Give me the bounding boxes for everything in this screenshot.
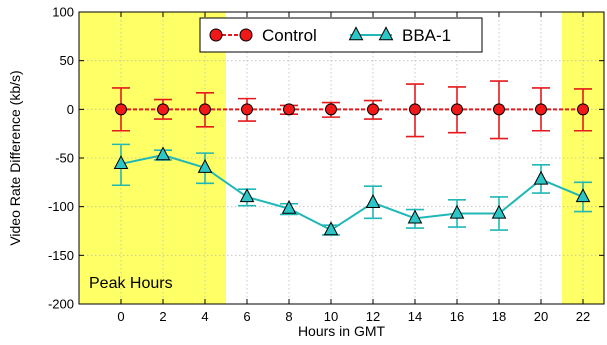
data-point [367,103,379,116]
y-tick-label: -100 [48,199,74,214]
x-tick-label: 6 [243,309,250,324]
x-tick-label: 0 [117,309,124,324]
y-tick-label: 0 [67,102,74,117]
legend-label: Control [262,26,317,45]
data-point [365,194,381,208]
y-axis-label: Video Rate Difference (kb/s) [7,70,23,245]
data-point [575,188,591,203]
data-point [451,103,463,116]
x-tick-label: 20 [534,309,548,324]
x-tick-label: 12 [366,309,380,324]
x-tick-label: 14 [408,309,422,324]
x-tick-label: 8 [285,309,292,324]
y-tick-label: -200 [48,297,74,312]
data-point [325,103,337,116]
x-tick-label: 4 [201,309,208,324]
data-point [115,103,127,116]
y-tick-label: 100 [52,5,74,20]
series-bba-1 [112,143,592,236]
data-point [197,159,213,173]
legend-item-bba-1: BBA-1 [348,26,451,45]
data-point [155,146,171,161]
legend-marker [378,26,394,41]
legend-marker [348,26,364,41]
data-point [241,103,253,116]
legend: Control BBA-1 [199,17,483,53]
data-point [239,188,255,203]
series-line [120,154,584,232]
legend-label: BBA-1 [402,26,451,45]
legend-marker [209,28,223,42]
series-control [112,80,592,140]
data-point [407,209,423,224]
data-point [113,155,129,170]
data-point [493,103,505,116]
x-tick-label: 2 [159,309,166,324]
data-point [409,103,421,116]
x-tick-label: 10 [324,309,338,324]
data-point [491,204,507,219]
data-point [533,170,549,185]
data-point [577,103,589,116]
y-tick-label: -150 [48,248,74,263]
peak-hours-annotation: Peak Hours [89,275,173,292]
data-point [199,103,211,116]
series [112,80,592,236]
legend-item-control: Control [209,26,317,45]
data-point [157,103,169,116]
x-tick-label: 18 [492,309,506,324]
legend-marker [239,28,253,42]
x-tick-label: 16 [450,309,464,324]
data-point [323,221,339,236]
y-tick-label: 50 [60,53,74,68]
axes: 0 2 4 6 8 10 12 14 16 18 20 22 -200 -150 -100 -50 0 50 100 [48,5,604,324]
data-point [535,103,547,116]
y-tick-label: -50 [55,151,74,166]
data-point [281,199,297,214]
x-tick-label: 22 [576,309,590,324]
data-point [283,103,295,116]
data-point [449,204,465,219]
x-axis-label: Hours in GMT [298,323,386,339]
